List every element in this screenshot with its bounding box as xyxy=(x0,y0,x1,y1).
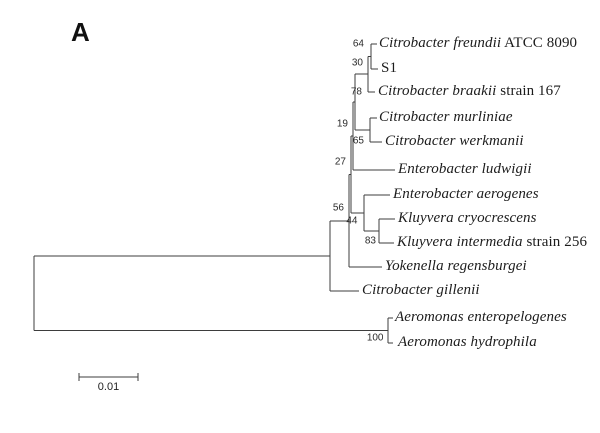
taxon-label-citrobacter-gillenii: Citrobacter gillenii xyxy=(362,282,480,299)
taxon-label-aeromonas-hydrophila: Aeromonas hydrophila xyxy=(398,334,537,351)
taxon-label-citrobacter-werkmanii: Citrobacter werkmanii xyxy=(385,133,524,150)
bootstrap-value-56: 56 xyxy=(332,202,344,213)
taxon-name-italic: Aeromonas enteropelogenes xyxy=(395,308,567,325)
taxon-name-italic: Citrobacter murliniae xyxy=(379,108,513,125)
panel-label: A xyxy=(71,17,90,47)
taxon-label-aeromonas-enteropelogenes: Aeromonas enteropelogenes xyxy=(395,309,567,326)
taxon-name-italic: Yokenella regensburgei xyxy=(385,257,527,274)
bootstrap-value-27: 27 xyxy=(334,156,346,168)
bootstrap-value-78: 78 xyxy=(350,86,362,97)
taxon-label-kluyvera-cryocrescens: Kluyvera cryocrescens xyxy=(398,210,537,227)
bootstrap-value-65: 65 xyxy=(352,135,364,147)
taxon-label-citrobacter-braakii: Citrobacter braakii strain 167 xyxy=(378,83,561,100)
taxon-label-enterobacter-aerogenes: Enterobacter aerogenes xyxy=(393,186,539,203)
taxon-name-italic: Kluyvera intermedia xyxy=(397,233,523,250)
bootstrap-value-83: 83 xyxy=(364,235,376,247)
taxon-label-enterobacter-ludwigii: Enterobacter ludwigii xyxy=(398,161,532,178)
taxon-label-yokenella-regensburgei: Yokenella regensburgei xyxy=(385,258,527,275)
bootstrap-value-100: 100 xyxy=(366,332,384,343)
taxon-name-roman: strain 167 xyxy=(496,82,561,99)
taxon-name-italic: Enterobacter aerogenes xyxy=(393,185,539,202)
taxon-name-roman: strain 256 xyxy=(522,233,588,250)
bootstrap-value-44: 44 xyxy=(346,215,358,226)
bootstrap-value-64: 64 xyxy=(352,38,364,50)
taxon-name-italic: Citrobacter gillenii xyxy=(362,281,480,298)
taxon-name-italic: Enterobacter ludwigii xyxy=(398,160,532,177)
bootstrap-value-19: 19 xyxy=(336,118,348,130)
taxon-label-citrobacter-murliniae: Citrobacter murliniae xyxy=(379,109,513,126)
taxon-label-citrobacter-freundii: Citrobacter freundii ATCC 8090 xyxy=(379,35,577,52)
taxon-name-italic: Citrobacter freundii xyxy=(379,34,502,51)
taxon-name-italic: Kluyvera cryocrescens xyxy=(398,209,537,226)
bootstrap-value-30: 30 xyxy=(351,57,363,68)
taxon-name-italic: Citrobacter werkmanii xyxy=(385,132,524,149)
taxon-label-s1: S1 xyxy=(381,60,397,77)
scale-bar-label: 0.01 xyxy=(97,381,120,393)
taxon-name-italic: Citrobacter braakii xyxy=(378,82,497,99)
taxon-label-kluyvera-intermedia: Kluyvera intermedia strain 256 xyxy=(397,234,587,251)
taxon-name-roman: ATCC 8090 xyxy=(501,34,578,51)
taxon-name-italic: Aeromonas hydrophila xyxy=(398,333,537,350)
taxon-name-roman: S1 xyxy=(381,59,398,76)
